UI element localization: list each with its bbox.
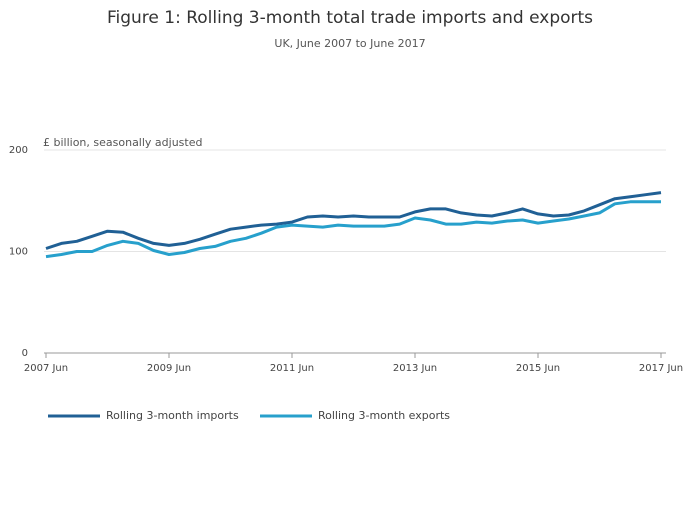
x-tick-label: 2015 Jun: [516, 363, 560, 374]
y-tick-label: 0: [22, 348, 28, 359]
x-tick-label: 2007 Jun: [24, 363, 68, 374]
legend-label: Rolling 3-month exports: [318, 409, 450, 422]
y-tick-label: 100: [9, 247, 28, 258]
chart-title: Figure 1: Rolling 3-month total trade im…: [107, 8, 593, 28]
y-tick-label: 200: [9, 145, 28, 156]
series-line: [45, 200, 661, 259]
x-tick-label: 2011 Jun: [270, 363, 314, 374]
chart-subtitle: UK, June 2007 to June 2017: [274, 37, 425, 50]
x-tick-label: 2017 Jun: [639, 363, 683, 374]
x-tick-label: 2009 Jun: [147, 363, 191, 374]
legend-label: Rolling 3-month imports: [106, 409, 239, 422]
y-axis-label: £ billion, seasonally adjusted: [43, 136, 202, 149]
x-tick-label: 2013 Jun: [393, 363, 437, 374]
series-line: [45, 191, 662, 250]
